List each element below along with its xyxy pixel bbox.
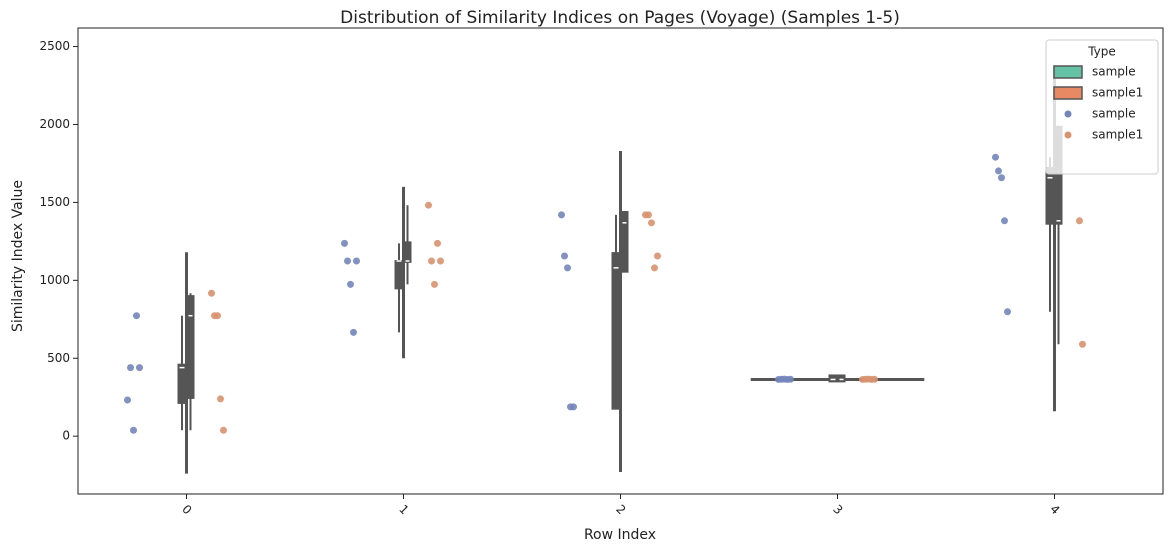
- legend-marker: [1064, 131, 1072, 139]
- point: [995, 167, 1002, 175]
- box: [1045, 167, 1055, 225]
- point: [651, 264, 658, 272]
- legend-marker: [1064, 110, 1072, 118]
- point: [353, 257, 360, 265]
- point: [645, 211, 652, 219]
- point: [558, 211, 565, 219]
- y-tick-label: 2500: [39, 39, 70, 53]
- x-axis-label: Row Index: [584, 527, 656, 543]
- chart-title: Distribution of Similarity Indices on Pa…: [340, 8, 900, 28]
- x-tick-label: 1: [396, 502, 411, 517]
- x-tick-label: 4: [1047, 502, 1062, 517]
- legend-label: sample1: [1092, 128, 1143, 142]
- point: [434, 239, 441, 247]
- point: [1004, 308, 1011, 316]
- y-axis-label: Similarity Index Value: [10, 180, 26, 332]
- point: [787, 375, 794, 383]
- point: [1079, 340, 1086, 348]
- box: [186, 295, 195, 399]
- point: [871, 375, 878, 383]
- box: [837, 374, 846, 383]
- y-tick-label: 500: [47, 351, 70, 365]
- legend-label: sample: [1092, 107, 1136, 121]
- box: [394, 260, 404, 290]
- legend-patch: [1053, 86, 1083, 100]
- y-tick-label: 0: [62, 429, 70, 443]
- point: [214, 312, 221, 320]
- box: [1054, 125, 1063, 225]
- point: [648, 219, 655, 227]
- x-tick-label: 2: [613, 502, 628, 517]
- box: [403, 241, 412, 263]
- point: [127, 364, 134, 372]
- box: [177, 363, 187, 404]
- point: [437, 257, 444, 265]
- point: [208, 289, 215, 297]
- point: [998, 174, 1005, 182]
- legend-label: sample1: [1092, 86, 1143, 100]
- point: [431, 280, 438, 288]
- point: [220, 426, 227, 434]
- box: [828, 374, 838, 383]
- point: [425, 201, 432, 209]
- x-tick-label: 3: [830, 502, 845, 517]
- point: [992, 153, 999, 161]
- point: [217, 395, 224, 403]
- point: [570, 403, 577, 411]
- point: [130, 426, 137, 434]
- point: [428, 257, 435, 265]
- point: [350, 328, 357, 336]
- point: [136, 364, 143, 372]
- point: [124, 396, 131, 404]
- point: [564, 264, 571, 272]
- legend-patch: [1053, 65, 1083, 79]
- point: [654, 252, 661, 260]
- point: [347, 280, 354, 288]
- legend-title: Type: [1087, 45, 1116, 59]
- y-tick-label: 1000: [39, 273, 70, 287]
- point: [1001, 217, 1008, 225]
- point: [344, 257, 351, 265]
- point: [133, 312, 140, 320]
- y-tick-label: 2000: [39, 117, 70, 131]
- box: [620, 210, 629, 273]
- point: [1076, 217, 1083, 225]
- y-tick-label: 1500: [39, 195, 70, 209]
- legend-label: sample: [1092, 65, 1136, 79]
- box: [611, 252, 621, 410]
- point: [341, 239, 348, 247]
- point: [561, 252, 568, 260]
- x-tick-label: 0: [179, 502, 194, 517]
